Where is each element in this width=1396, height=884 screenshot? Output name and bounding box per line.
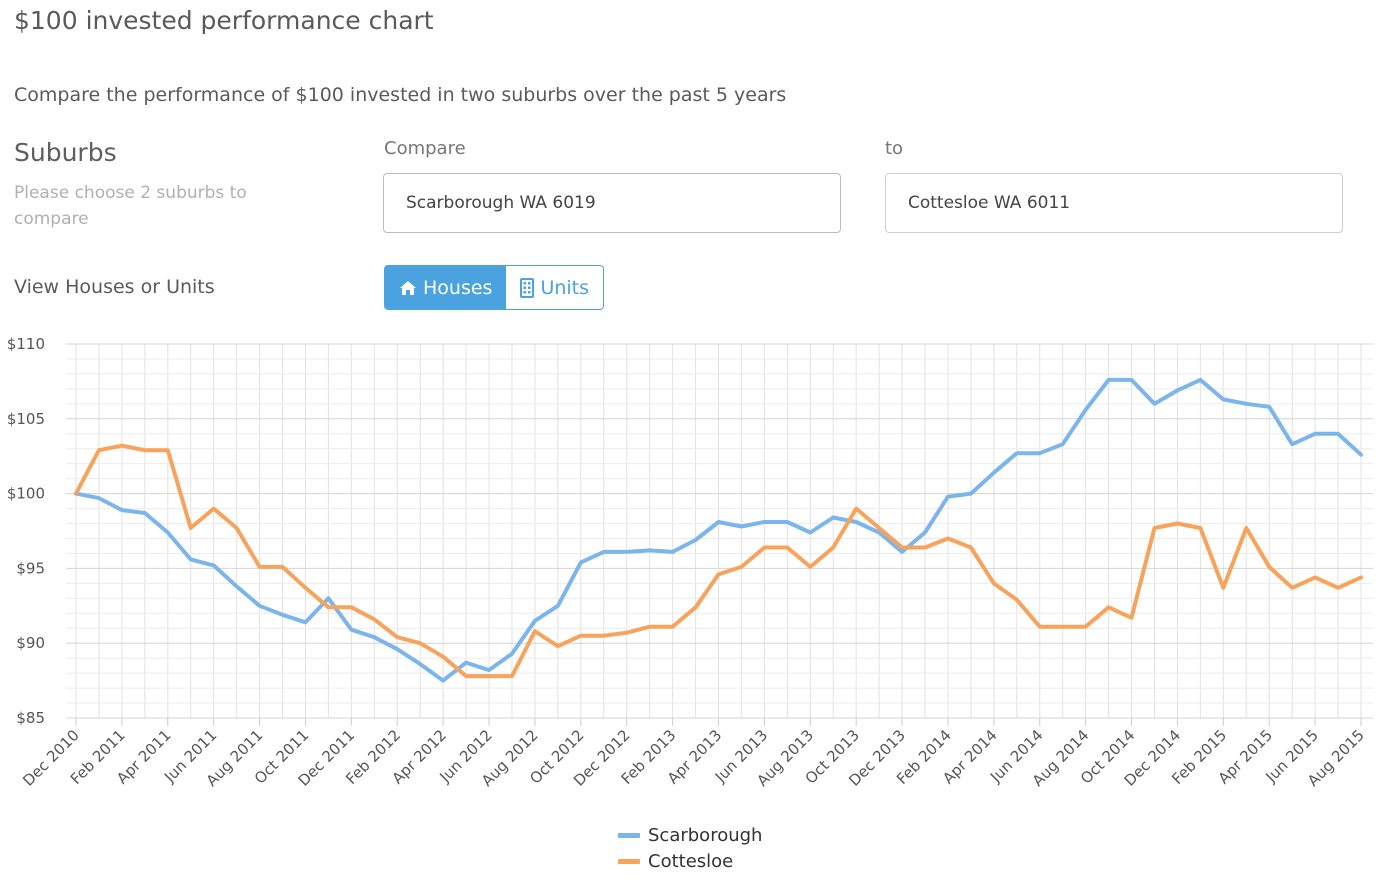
legend-label-scarborough: Scarborough <box>648 824 763 846</box>
view-type-label: View Houses or Units <box>14 276 215 298</box>
y-tick-label: $95 <box>16 559 45 577</box>
suburbs-heading: Suburbs <box>14 138 117 167</box>
series-line-scarborough <box>74 377 1363 683</box>
houses-label: Houses <box>423 276 493 299</box>
home-icon <box>399 280 417 296</box>
compare-label: Compare <box>384 138 466 159</box>
legend-swatch-scarborough <box>618 832 640 838</box>
units-button[interactable]: Units <box>506 266 604 309</box>
chart-legend: Scarborough Cottesloe <box>618 822 762 874</box>
legend-swatch-cottesloe <box>618 858 640 864</box>
units-label: Units <box>540 276 590 299</box>
legend-label-cottesloe: Cottesloe <box>648 850 734 872</box>
page-subtitle: Compare the performance of $100 invested… <box>14 84 787 106</box>
compare-suburb-input[interactable] <box>383 173 841 233</box>
y-tick-label: $105 <box>7 410 45 428</box>
houses-button[interactable]: Houses <box>385 266 507 309</box>
y-tick-label: $110 <box>7 335 45 353</box>
property-type-toggle: Houses Units <box>384 265 605 310</box>
to-label: to <box>885 138 904 159</box>
to-suburb-input[interactable] <box>885 173 1343 233</box>
legend-item-cottesloe[interactable]: Cottesloe <box>618 848 762 874</box>
series-line-cottesloe <box>74 443 1363 679</box>
y-tick-label: $85 <box>16 709 45 727</box>
building-icon <box>520 277 535 298</box>
legend-item-scarborough[interactable]: Scarborough <box>618 822 762 848</box>
y-tick-label: $100 <box>7 485 45 503</box>
suburbs-hint: Please choose 2 suburbs to compare <box>14 183 247 229</box>
page-title: $100 invested performance chart <box>14 6 434 35</box>
y-tick-label: $90 <box>16 634 45 652</box>
